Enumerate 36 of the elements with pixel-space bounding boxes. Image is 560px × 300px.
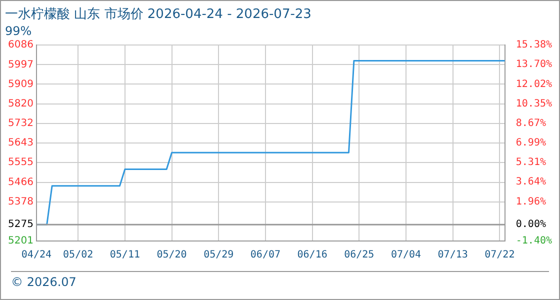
y2-tick-label: 0.00% xyxy=(516,219,546,230)
y-tick-label: 5378 xyxy=(8,196,34,208)
y-tick-label: 5555 xyxy=(8,157,34,168)
y-tick-label: 5275 xyxy=(8,219,34,230)
y2-tick-label: 8.67% xyxy=(516,118,546,129)
y-tick-label: 5820 xyxy=(8,98,34,110)
y2-tick-label: 15.38% xyxy=(516,40,552,51)
y-tick-label: 5732 xyxy=(8,118,34,129)
x-tick-label: 06/25 xyxy=(344,250,374,261)
x-tick-label: 07/13 xyxy=(438,250,468,261)
x-tick-label: 05/29 xyxy=(204,250,234,261)
x-tick-label: 05/02 xyxy=(63,250,94,261)
x-tick-label: 07/22 xyxy=(484,250,515,261)
x-tick-label: 04/24 xyxy=(21,250,52,261)
y2-tick-label: 13.70% xyxy=(516,59,552,70)
y2-tick-label: 5.31% xyxy=(516,157,546,168)
y-tick-label: 6086 xyxy=(8,40,34,51)
y2-tick-label: 1.96% xyxy=(516,196,546,208)
y-tick-label: 5909 xyxy=(8,78,34,90)
y2-tick-label: 10.35% xyxy=(516,98,552,110)
x-tick-label: 05/20 xyxy=(156,250,187,261)
chart-title: 一水柠檬酸 山东 市场价 2026-04-24 - 2026-07-23 xyxy=(5,7,312,22)
x-tick-label: 05/11 xyxy=(110,250,140,261)
x-tick-label: 06/16 xyxy=(297,250,328,261)
y-tick-label: 5466 xyxy=(8,176,34,188)
x-tick-label: 06/07 xyxy=(250,250,281,261)
text: © 2026.07 xyxy=(11,271,549,289)
y2-tick-label: 3.64% xyxy=(516,176,546,188)
y2-tick-label: -1.40% xyxy=(516,236,552,247)
y2-tick-label: 6.99% xyxy=(516,138,546,149)
y-tick-label: 5643 xyxy=(8,138,34,149)
y2-tick-label: 12.02% xyxy=(516,78,552,90)
x-tick-label: 07/04 xyxy=(390,250,422,261)
chart-subtitle: 99% xyxy=(5,24,32,38)
y-tick-label: 5201 xyxy=(8,236,34,247)
y-tick-label: 5997 xyxy=(8,59,34,70)
